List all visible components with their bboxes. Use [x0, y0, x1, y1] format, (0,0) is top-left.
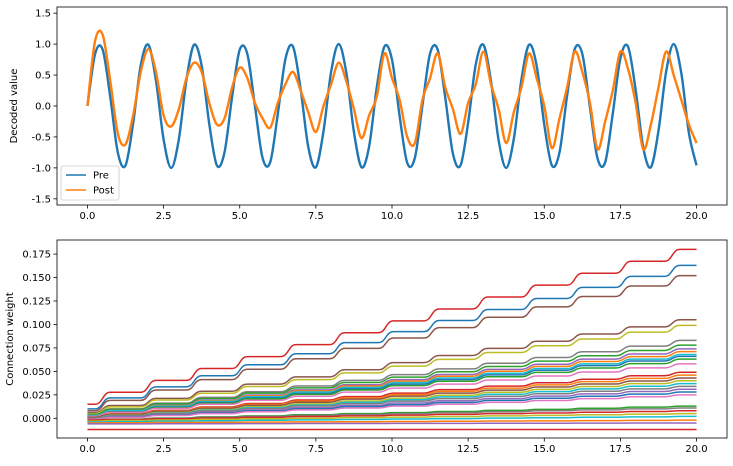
y-tick-label: 0.075 — [22, 343, 51, 354]
y-tick-label: 0.150 — [22, 273, 51, 284]
y-tick-label: 1.0 — [35, 40, 51, 51]
x-tick-label: 12.5 — [457, 211, 479, 222]
weight-series-line-26 — [87, 415, 697, 423]
y-tick-label: 0.5 — [35, 71, 51, 82]
connection-weight-plot-area — [87, 248, 697, 431]
y-tick-label: 1.5 — [35, 9, 51, 20]
y-tick-label: -1.0 — [31, 163, 51, 174]
x-tick-label: 17.5 — [609, 444, 631, 455]
series-line-post — [86, 29, 698, 151]
decoded-value-panel: 0.0 2.5 5.0 7.5 10.0 12.5 15.0 17.5 20.0 -1.5-1.… — [9, 6, 728, 222]
x-tick-label: 15.0 — [533, 211, 555, 222]
x-tick-label: 2.5 — [156, 444, 172, 455]
connection-weight-y-label: Connection weight — [5, 292, 16, 386]
connection-weight-y-axis: 0.000 0.025 0.050 0.075 0.100 0.125 0.150 0.175 — [22, 250, 57, 425]
decoded-value-y-label: Decoded value — [9, 69, 20, 144]
y-tick-label: 0.125 — [22, 296, 51, 307]
weight-series-line-0 — [87, 248, 697, 405]
x-tick-label: 7.5 — [308, 211, 324, 222]
legend-label-pre: Pre — [93, 171, 109, 182]
decoded-value-x-axis: 0.0 2.5 5.0 7.5 10.0 12.5 15.0 17.5 20.0 — [80, 205, 708, 222]
weight-series-line-25 — [87, 412, 697, 422]
y-tick-label: 0.025 — [22, 390, 51, 401]
weight-series-line-2 — [87, 274, 697, 412]
y-tick-label: 0.100 — [22, 320, 51, 331]
y-tick-label: 0.000 — [22, 414, 51, 425]
weight-series-line-6 — [87, 344, 697, 416]
x-tick-label: 15.0 — [533, 444, 555, 455]
y-tick-label: 0.0 — [35, 102, 51, 113]
y-tick-label: 0.175 — [22, 250, 51, 261]
connection-weight-x-axis: 0.0 2.5 5.0 7.5 10.0 12.5 15.0 17.5 20.0 — [80, 438, 708, 455]
series-line-pre — [86, 42, 698, 170]
weight-series-line-15 — [87, 377, 697, 419]
y-tick-label: -1.5 — [31, 194, 51, 205]
y-tick-label: 0.050 — [22, 367, 51, 378]
x-tick-label: 0.0 — [80, 444, 96, 455]
legend: Pre Post — [60, 165, 120, 201]
x-tick-label: 2.5 — [156, 211, 172, 222]
x-tick-label: 12.5 — [457, 444, 479, 455]
decoded-value-plot-area — [86, 29, 698, 170]
weight-series-line-3 — [87, 319, 697, 414]
x-tick-label: 20.0 — [685, 444, 707, 455]
weight-series-line-1 — [87, 264, 697, 410]
x-tick-label: 20.0 — [685, 211, 707, 222]
x-tick-label: 10.0 — [381, 211, 403, 222]
x-tick-label: 7.5 — [308, 444, 324, 455]
x-tick-label: 0.0 — [80, 211, 96, 222]
weight-series-line-21 — [87, 394, 697, 420]
weight-series-line-18 — [87, 385, 697, 420]
weight-series-line-12 — [87, 363, 697, 418]
x-tick-label: 10.0 — [381, 444, 403, 455]
decoded-value-y-axis: -1.5 -1.0 -0.5 0.0 0.5 1.0 1.5 — [31, 9, 57, 205]
connection-weight-panel: 0.0 2.5 5.0 7.5 10.0 12.5 15.0 17.5 20.0 0.0000.… — [5, 239, 728, 455]
weight-series-line-4 — [87, 324, 697, 415]
weight-series-line-28 — [87, 422, 697, 425]
y-tick-label: -0.5 — [31, 132, 51, 143]
x-tick-label: 5.0 — [232, 211, 248, 222]
weight-series-line-27 — [87, 419, 697, 424]
legend-label-post: Post — [93, 186, 114, 197]
weight-series-line-9 — [87, 353, 697, 417]
x-tick-label: 17.5 — [609, 211, 631, 222]
weight-series-line-24 — [87, 410, 697, 421]
x-tick-label: 5.0 — [232, 444, 248, 455]
